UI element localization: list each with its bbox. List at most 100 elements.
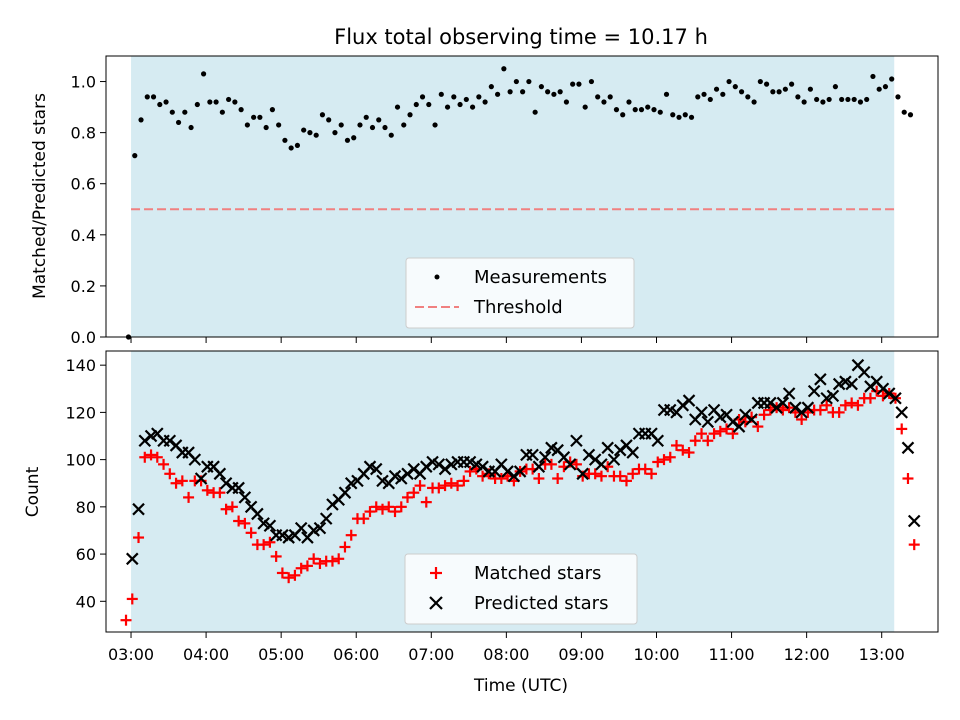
chart-title: Flux total observing time = 10.17 h [334,25,708,49]
measurement-point [338,122,344,128]
bottom-plot-frame [105,350,939,633]
matched-point [620,475,632,487]
predicted-point [595,458,608,471]
measurement-point [407,112,413,118]
measurement-point [388,132,394,138]
predicted-point [782,387,796,400]
measurement-point [826,96,832,103]
x-axis-label: Time (UTC) [473,676,568,696]
predicted-point [251,507,264,521]
predicted-point [651,434,665,448]
predicted-point [901,441,915,455]
measurement-point [294,142,301,149]
matched-point [420,496,432,508]
measurement-point [463,96,469,103]
matched-point [864,392,876,404]
measurement-point [251,114,257,120]
matched-point [658,454,670,466]
matched-point [314,558,326,570]
measurement-point [789,81,795,87]
measurement-point [438,91,444,97]
predicted-point [626,446,640,459]
legend-predicted-label: Predicted stars [474,593,608,614]
matched-point [145,449,157,461]
measurement-point [432,122,438,128]
measurement-point [182,109,188,115]
predicted-point [538,450,552,464]
matched-point [714,425,726,437]
measurement-point [495,91,501,97]
measurement-point [288,145,294,151]
measurement-point [820,99,826,105]
predicted-points [125,358,921,566]
matched-point [552,473,564,485]
matched-point [120,614,132,626]
matched-point [708,428,720,440]
x-tick-label: 11:00 [709,645,755,664]
measurement-point [807,86,813,92]
predicted-point [607,453,621,466]
predicted-point [857,365,871,379]
x-tick-label: 07:00 [408,645,454,664]
measurement-point [363,114,369,120]
bottom-y-tick-label: 80 [76,498,96,517]
measurement-point [870,73,876,80]
measurement-point [532,109,538,115]
measurement-point [482,99,488,105]
predicted-point [319,512,333,525]
top-plot-frame [105,55,939,338]
measurement-point [138,117,144,123]
measurement-point [907,112,914,118]
measurement-point [194,101,200,108]
predicted-point [576,467,589,481]
bottom-y-tick-label: 60 [76,545,96,564]
matched-point [364,506,376,518]
measurement-point [638,107,645,113]
matched-point [326,555,338,567]
top-legend-box [405,257,635,329]
measurement-point [344,137,351,143]
measurement-point [382,124,388,131]
measurement-point [607,94,613,100]
measurement-points [125,66,914,340]
measurement-point [613,107,620,113]
bottom-y-tick-label: 40 [76,592,96,611]
measurement-point [795,94,801,100]
predicted-point [814,373,827,386]
measurement-point [257,114,263,120]
measurement-point [651,107,657,113]
predicted-point [601,441,614,455]
measurement-point [776,89,782,95]
measurement-point [200,71,207,77]
matched-point [852,399,864,411]
x-tick-label: 09:00 [558,645,604,664]
predicted-point [895,406,908,419]
matched-point [133,532,145,544]
predicted-point [732,420,746,433]
measurement-point [538,84,544,90]
legend-matched-marker [430,567,442,579]
measurement-point [676,114,682,120]
x-tick-label: 04:00 [183,645,229,664]
matched-point [164,468,176,480]
measurement-point [576,81,582,87]
measurement-point [670,112,676,118]
matched-point [758,409,770,421]
matched-point [664,451,676,463]
measurement-point [688,114,695,120]
top-y-tick-label: 0.2 [71,277,96,296]
predicted-point [807,384,821,398]
matched-point [295,562,307,574]
predicted-point [338,486,352,499]
measurement-point [851,96,857,103]
bottom-legend: Matched stars Predicted stars [404,553,638,625]
matched-point [358,513,370,525]
matched-point [796,413,808,425]
measurement-point [419,94,426,100]
matched-point [814,404,826,416]
matched-point [683,447,695,459]
legend-predicted-marker [429,596,443,610]
predicted-point [801,401,815,414]
predicted-point [907,514,921,528]
matched-point [376,503,388,515]
